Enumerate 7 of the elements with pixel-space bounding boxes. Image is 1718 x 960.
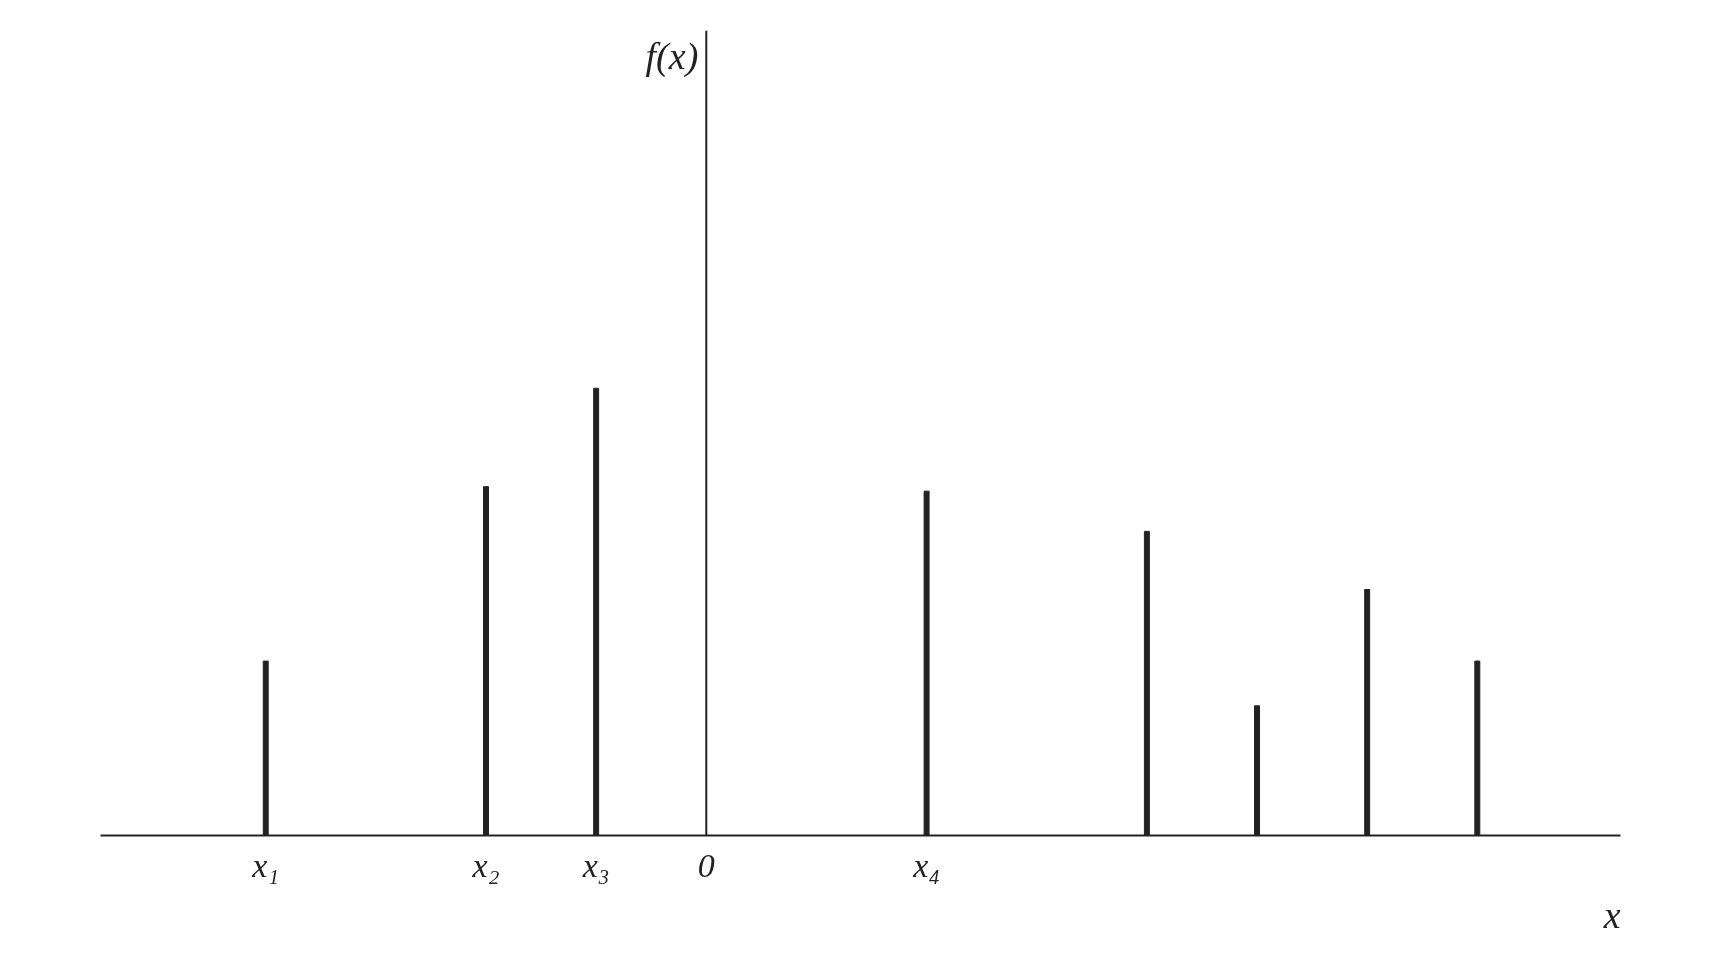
x-tick-label: x₁	[251, 846, 280, 884]
x-axis-title: x	[1602, 893, 1621, 936]
x-tick-label: x₂	[471, 846, 500, 884]
x-tick-label: x₄	[912, 846, 941, 884]
text: f(x)	[645, 34, 699, 78]
x-tick-label: x₃	[581, 846, 610, 884]
x-tick-label: 0	[697, 846, 715, 884]
